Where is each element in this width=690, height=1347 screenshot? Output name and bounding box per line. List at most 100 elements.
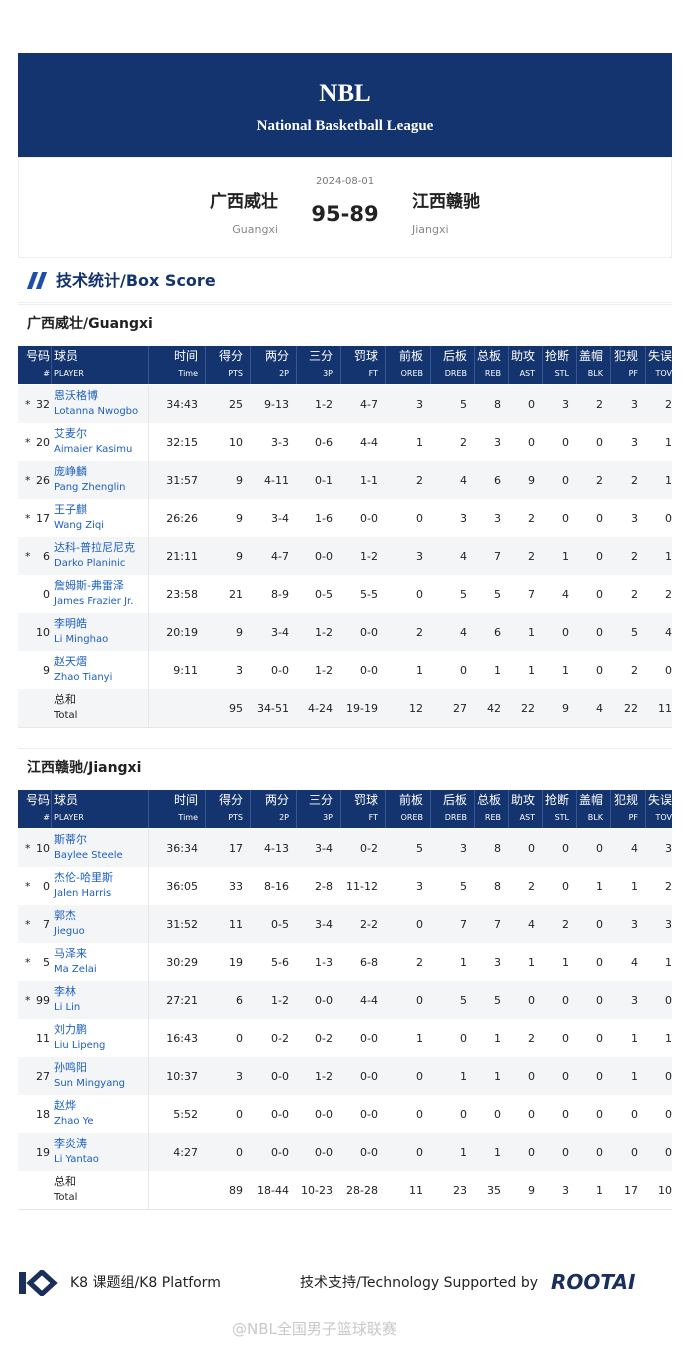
stat-cell: 0 — [665, 512, 672, 525]
column-divider — [508, 346, 509, 384]
column-header: 三分 — [308, 793, 333, 807]
stat-cell: 2 — [528, 880, 535, 893]
column-header-en: BLK — [587, 813, 603, 822]
player-name: 赵天熠 — [54, 655, 87, 668]
table-row — [18, 905, 672, 944]
stat-cell: 1 — [528, 956, 535, 969]
jersey-number: 0 — [43, 880, 50, 893]
player-name-en: Zhao Ye — [54, 1116, 94, 1127]
total-cell: 11 — [409, 1184, 423, 1197]
stat-cell: 6 — [236, 994, 243, 1007]
stat-cell: 0-0 — [271, 664, 289, 677]
player-name: 郭杰 — [54, 909, 76, 922]
stat-cell: 1 — [416, 436, 423, 449]
stat-cell: 7 — [528, 588, 535, 601]
total-cell: 9 — [528, 1184, 535, 1197]
stat-cell: 4 — [562, 588, 569, 601]
stat-cell: 0-2 — [315, 1032, 333, 1045]
total-cell: 10 — [658, 1184, 672, 1197]
column-divider — [340, 790, 341, 828]
starter-mark: * — [25, 918, 31, 931]
column-divider — [148, 346, 149, 384]
watermark: @NBL全国男子篮球联赛 — [232, 1320, 397, 1338]
stat-cell: 3-4 — [315, 842, 333, 855]
header-banner — [18, 53, 672, 157]
stat-cell: 0-0 — [360, 512, 378, 525]
final-score: 95-89 — [311, 202, 379, 226]
column-divider — [148, 575, 149, 613]
stat-cell: 1-2 — [271, 994, 289, 1007]
stat-cell: 1 — [631, 1032, 638, 1045]
stat-cell: 3 — [562, 398, 569, 411]
player-name-en: Zhao Tianyi — [54, 672, 113, 683]
column-header-en: PLAYER — [54, 369, 84, 378]
player-name-en: Jieguo — [54, 926, 85, 937]
stat-cell: 2 — [416, 474, 423, 487]
stat-cell: 3 — [460, 512, 467, 525]
stat-cell: 1-2 — [360, 550, 378, 563]
column-divider — [205, 790, 206, 828]
column-divider — [542, 346, 543, 384]
column-header-en: FT — [368, 813, 378, 822]
stat-cell: 1 — [665, 956, 672, 969]
total-cell: 3 — [562, 1184, 569, 1197]
stat-cell: 2 — [416, 626, 423, 639]
jersey-number: 17 — [36, 512, 50, 525]
stat-cell: 3-4 — [271, 626, 289, 639]
stat-cell: 2 — [665, 588, 672, 601]
column-divider — [576, 346, 577, 384]
stat-cell: 33 — [229, 880, 243, 893]
player-name: 李明皓 — [54, 617, 87, 630]
stat-cell: 0 — [562, 880, 569, 893]
table-header — [18, 346, 672, 384]
stat-cell: 34:43 — [166, 398, 198, 411]
stat-cell: 0 — [562, 1032, 569, 1045]
stat-cell: 0 — [596, 1108, 603, 1121]
section-bar — [18, 262, 672, 303]
stat-cell: 9:11 — [173, 664, 198, 677]
column-divider — [148, 1095, 149, 1133]
stat-cell: 4-7 — [271, 550, 289, 563]
stat-cell: 4-7 — [360, 398, 378, 411]
stat-cell: 1-3 — [315, 956, 333, 969]
stat-cell: 4 — [631, 842, 638, 855]
player-name: 达科-普拉尼尼克 — [54, 541, 135, 554]
stat-cell: 1 — [665, 474, 672, 487]
stat-cell: 10:37 — [166, 1070, 198, 1083]
stat-cell: 21:11 — [166, 550, 198, 563]
column-header: 号码 — [25, 349, 50, 363]
player-name: 赵烨 — [54, 1099, 76, 1112]
stat-cell: 1-2 — [315, 626, 333, 639]
total-cell: 34-51 — [257, 702, 289, 715]
stat-cell: 1-2 — [315, 1070, 333, 1083]
jersey-number: 99 — [36, 994, 50, 1007]
player-name: 李林 — [54, 985, 76, 998]
starter-mark: * — [25, 474, 31, 487]
stat-cell: 1 — [416, 1032, 423, 1045]
stat-cell: 0 — [460, 1032, 467, 1045]
player-name: 孙鸣阳 — [54, 1061, 87, 1074]
jersey-number: 5 — [43, 956, 50, 969]
table-row — [18, 981, 672, 1020]
total-label: 总和 — [54, 693, 76, 706]
starter-mark: * — [25, 512, 31, 525]
jersey-number: 32 — [36, 398, 50, 411]
team-title: 广西威壮/Guangxi — [27, 316, 153, 332]
stat-cell: 0 — [416, 1108, 423, 1121]
jersey-number: 10 — [36, 626, 50, 639]
column-header-en: AST — [519, 813, 535, 822]
column-header: 盖帽 — [578, 349, 603, 363]
total-cell: 4-24 — [308, 702, 333, 715]
column-header: 罚球 — [353, 793, 378, 807]
stat-cell: 9-13 — [264, 398, 289, 411]
player-name-en: Pang Zhenglin — [54, 482, 126, 493]
column-divider — [148, 1171, 149, 1209]
stat-cell: 26:26 — [166, 512, 198, 525]
column-header-en: 3P — [323, 813, 333, 822]
player-name-en: Lotanna Nwogbo — [54, 406, 139, 417]
column-header: 犯规 — [613, 349, 638, 363]
column-divider — [148, 613, 149, 651]
stat-cell: 0-5 — [271, 918, 289, 931]
player-name: 斯蒂尔 — [54, 833, 87, 846]
stat-cell: 9 — [236, 550, 243, 563]
